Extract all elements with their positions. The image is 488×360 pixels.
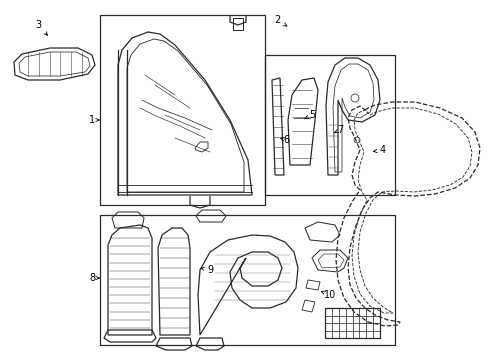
Text: 1: 1 <box>89 115 95 125</box>
Text: 9: 9 <box>206 265 213 275</box>
Text: 3: 3 <box>35 20 41 30</box>
Text: 8: 8 <box>89 273 95 283</box>
Text: 10: 10 <box>323 290 335 300</box>
Bar <box>100 215 394 345</box>
Text: 5: 5 <box>308 110 314 120</box>
Text: 7: 7 <box>336 125 343 135</box>
Text: 4: 4 <box>379 145 385 155</box>
Bar <box>325 308 379 338</box>
Bar <box>264 55 394 195</box>
Text: 2: 2 <box>273 15 280 25</box>
Text: 6: 6 <box>283 135 288 145</box>
Bar <box>100 15 264 205</box>
